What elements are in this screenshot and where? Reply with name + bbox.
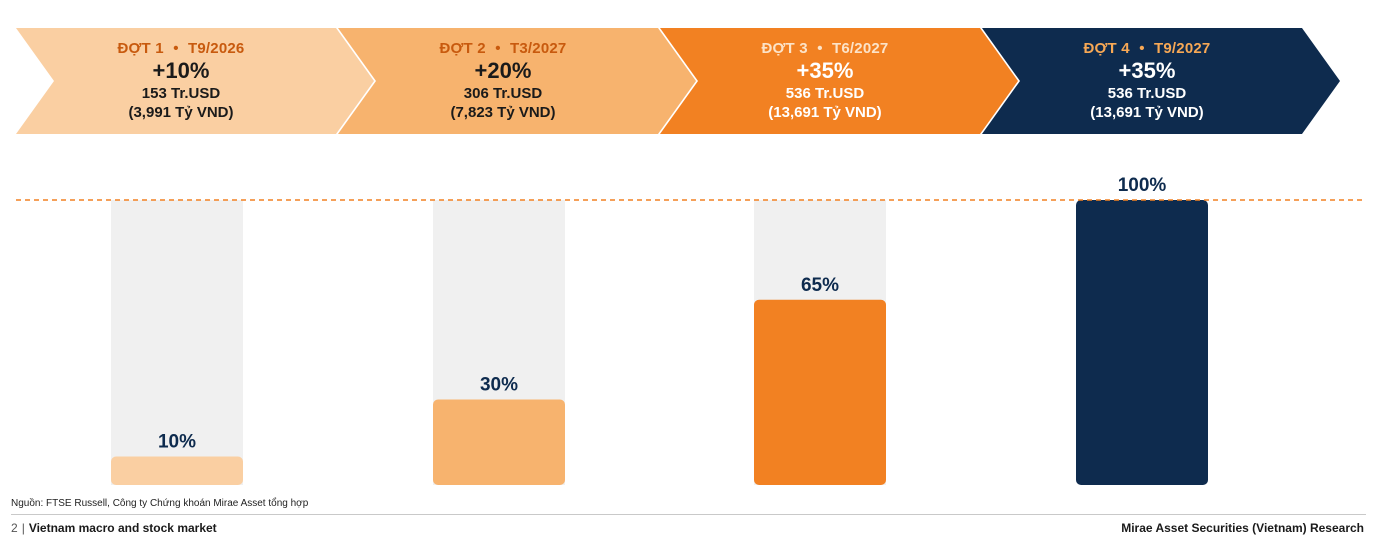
source-note: Nguồn: FTSE Russell, Công ty Chứng khoán…	[11, 498, 309, 509]
stage-1-header: ĐỢT 1 • T9/2026	[118, 40, 245, 58]
stage-1-label: ĐỢT 1	[117, 40, 164, 57]
stage-3-label: ĐỢT 3	[761, 40, 808, 57]
footer-left: 2 | Vietnam macro and stock market	[11, 521, 217, 535]
bar-4-value-label: 100%	[1118, 175, 1167, 196]
stage-3: ĐỢT 3 • T6/2027 +35% 536 Tr.USD (13,691 …	[684, 28, 966, 134]
stage-1: ĐỢT 1 • T9/2026 +10% 153 Tr.USD (3,991 T…	[40, 28, 322, 134]
stage-4-vnd: (13,691 Tỷ VND)	[1090, 104, 1204, 121]
stage-2: ĐỢT 2 • T3/2027 +20% 306 Tr.USD (7,823 T…	[362, 28, 644, 134]
stage-4-chevron	[982, 28, 1340, 134]
stage-1-increment: +10%	[152, 58, 210, 83]
stage-4-date: T9/2027	[1154, 40, 1211, 57]
stage-2-usd: 306 Tr.USD	[463, 85, 543, 102]
stage-4-increment: +35%	[1118, 58, 1176, 83]
stage-4: ĐỢT 4 • T9/2027 +35% 536 Tr.USD (13,691 …	[1006, 28, 1288, 134]
stage-2-bullet: •	[495, 40, 501, 57]
stage-1-vnd: (3,991 Tỷ VND)	[128, 104, 234, 121]
stage-2-header: ĐỢT 2 • T3/2027	[440, 40, 567, 58]
stage-3-increment: +35%	[796, 58, 854, 83]
footer-brand: Mirae Asset Securities (Vietnam) Researc…	[1121, 521, 1364, 535]
stage-3-chevron	[660, 28, 1018, 134]
stage-3-usd: 536 Tr.USD	[785, 85, 865, 102]
stage-1-usd: 153 Tr.USD	[141, 85, 221, 102]
stage-3-header: ĐỢT 3 • T6/2027	[762, 40, 889, 58]
footer-title: Vietnam macro and stock market	[28, 521, 217, 535]
stage-3-bullet: •	[817, 40, 823, 57]
stage-4-label: ĐỢT 4	[1083, 40, 1130, 57]
stage-2-label: ĐỢT 2	[439, 40, 486, 57]
bar-4	[1076, 200, 1208, 485]
footer-divider	[11, 514, 1366, 515]
stage-4-header: ĐỢT 4 • T9/2027	[1084, 40, 1211, 58]
bar-2	[433, 399, 565, 485]
stage-3-date: T6/2027	[832, 40, 889, 57]
stage-1-chevron	[16, 28, 374, 134]
stage-1-bullet: •	[173, 40, 179, 57]
stage-2-increment: +20%	[474, 58, 532, 83]
stage-banner: ĐỢT 1 • T9/2026 +10% 153 Tr.USD (3,991 T…	[0, 0, 1377, 140]
bar-3	[754, 299, 886, 485]
stage-4-usd: 536 Tr.USD	[1107, 85, 1187, 102]
stage-3-vnd: (13,691 Tỷ VND)	[768, 104, 882, 121]
bar-1-value-label: 10%	[158, 432, 196, 453]
stage-2-chevron	[338, 28, 696, 134]
bar-track-1	[111, 200, 243, 485]
bar-1	[111, 456, 243, 485]
bar-3-value-label: 65%	[801, 275, 839, 296]
footer-separator: |	[21, 521, 25, 535]
bar-2-value-label: 30%	[480, 375, 518, 396]
progress-bar-chart: 10% 30% 65% 100%	[16, 175, 1362, 485]
stage-arrows	[16, 28, 1340, 134]
stage-1-date: T9/2026	[188, 40, 245, 57]
page-number: 2	[11, 521, 18, 535]
stage-4-bullet: •	[1139, 40, 1145, 57]
stage-2-vnd: (7,823 Tỷ VND)	[450, 104, 556, 121]
stage-2-date: T3/2027	[510, 40, 567, 57]
